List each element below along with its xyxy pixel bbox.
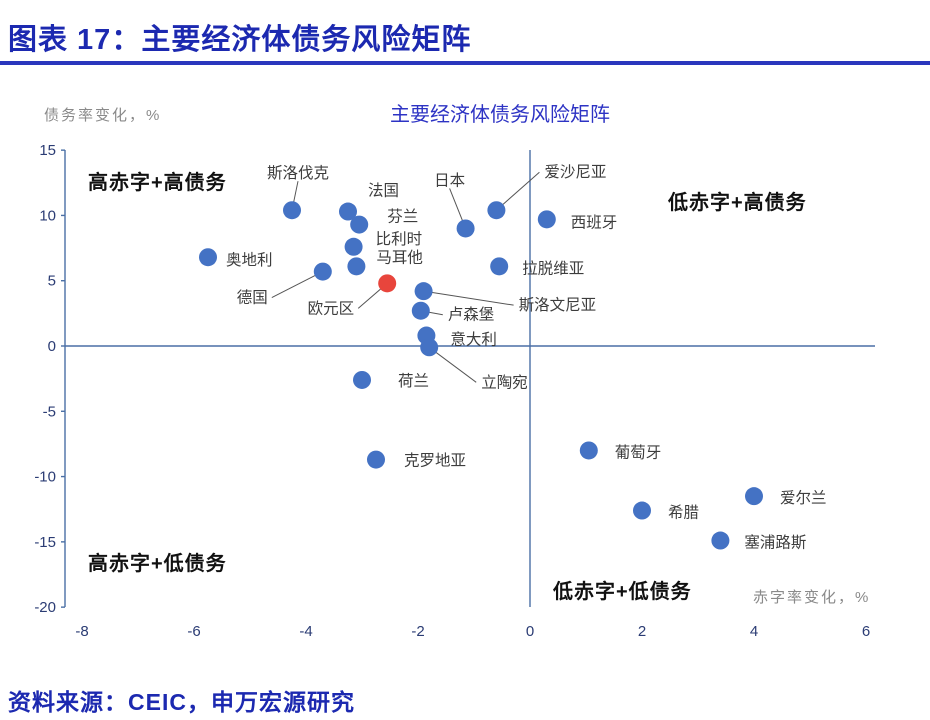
country-label: 荷兰 (398, 372, 429, 390)
quadrant-label-bottom-right: 低赤字+低债务 (553, 581, 692, 603)
scatter-point (420, 338, 439, 357)
y-tick-label: 10 (39, 207, 56, 224)
scatter-point (378, 274, 397, 293)
y-tick-label: -20 (34, 599, 56, 616)
scatter-point (353, 370, 371, 389)
x-tick-label: -6 (187, 623, 200, 640)
country-label: 奥地利 (226, 251, 273, 269)
country-label: 爱沙尼亚 (544, 163, 606, 181)
quadrant-label-bottom-left: 高赤字+低债务 (88, 553, 227, 575)
x-tick-label: 2 (638, 623, 646, 640)
y-tick-label: -15 (34, 534, 56, 551)
country-label: 日本 (434, 171, 465, 189)
source-note: 资料来源：CEIC，申万宏源研究 (8, 689, 355, 715)
country-label: 爱尔兰 (780, 489, 827, 507)
scatter-point (456, 219, 475, 238)
y-tick-label: 5 (48, 273, 56, 290)
scatter-point (347, 257, 366, 276)
country-label: 斯洛伐克 (267, 164, 329, 182)
scatter-point (490, 257, 509, 276)
quadrant-label-top-right: 低赤字+高债务 (668, 192, 807, 214)
scatter-point (367, 450, 385, 469)
country-label: 欧元区 (308, 299, 355, 317)
scatter-point (579, 441, 598, 460)
figure-title: 图表 17：主要经济体债务风险矩阵 (8, 24, 472, 56)
country-label: 西班牙 (571, 213, 618, 231)
scatter-point (344, 237, 363, 256)
country-label: 斯洛文尼亚 (519, 296, 597, 314)
country-label: 德国 (237, 289, 268, 307)
y-tick-label: -10 (34, 469, 56, 486)
y-tick-label: 0 (48, 338, 56, 355)
scatter-point (350, 215, 369, 234)
country-label: 法国 (368, 182, 399, 200)
quadrant-label-top-left: 高赤字+高债务 (88, 172, 227, 194)
x-tick-label: -8 (75, 623, 88, 640)
country-label: 意大利 (450, 330, 497, 349)
x-tick-label: -2 (411, 623, 424, 640)
callout-line (423, 290, 514, 306)
country-label: 卢森堡 (448, 306, 495, 324)
scatter-point (487, 201, 506, 220)
callout-line (428, 346, 477, 383)
x-tick-label: -4 (299, 623, 312, 640)
scatter-point (339, 202, 357, 221)
scatter-point (283, 201, 301, 220)
scatter-point (745, 487, 763, 506)
x-tick-label: 6 (862, 623, 870, 640)
y-tick-label: 15 (39, 142, 56, 159)
country-label: 克罗地亚 (404, 452, 466, 470)
header-divider (0, 61, 930, 65)
country-label: 希腊 (668, 504, 699, 522)
country-label: 塞浦路斯 (744, 534, 806, 552)
x-tick-label: 0 (526, 623, 534, 640)
country-label: 葡萄牙 (615, 443, 662, 461)
callout-line (271, 271, 324, 299)
country-label: 马耳他 (376, 248, 423, 266)
scatter-point (313, 262, 332, 281)
x-tick-label: 4 (750, 623, 758, 640)
country-label: 比利时 (376, 230, 423, 248)
scatter-point (537, 210, 556, 229)
y-tick-label: -5 (43, 403, 56, 420)
chart-title: 主要经济体债务风险矩阵 (390, 104, 610, 126)
country-label: 拉脱维亚 (522, 259, 584, 277)
scatter-point (199, 248, 217, 267)
country-label: 立陶宛 (481, 373, 528, 391)
scatter-point (411, 301, 430, 320)
callout-line (496, 171, 540, 211)
country-label: 芬兰 (387, 208, 418, 226)
scatter-point (414, 282, 433, 301)
scatter-point (711, 531, 730, 550)
x-axis-label: 赤字率变化，% (753, 589, 871, 606)
scatter-point (633, 501, 651, 520)
y-axis-label: 债务率变化，% (44, 107, 162, 124)
